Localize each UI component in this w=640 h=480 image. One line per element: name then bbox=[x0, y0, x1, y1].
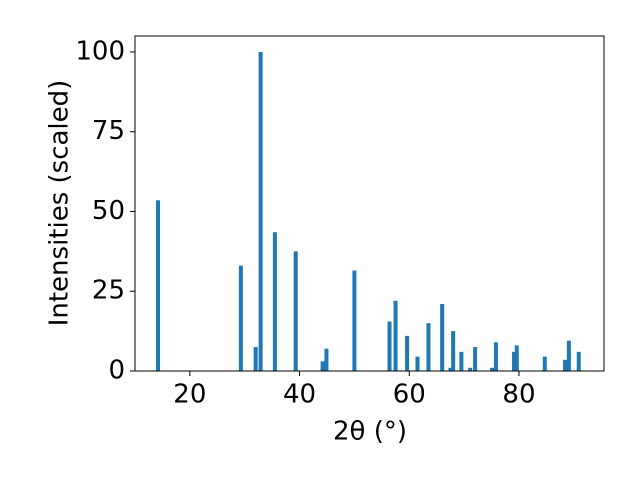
bar bbox=[324, 348, 329, 371]
bar bbox=[426, 323, 431, 371]
x-tick-label: 80 bbox=[502, 380, 535, 410]
bar bbox=[490, 367, 495, 371]
bar bbox=[238, 265, 243, 371]
x-tick-label: 20 bbox=[173, 380, 206, 410]
bar bbox=[415, 356, 420, 371]
bar bbox=[468, 367, 473, 371]
bar bbox=[393, 300, 398, 371]
bar bbox=[512, 351, 517, 371]
bar bbox=[459, 351, 464, 371]
bar bbox=[542, 356, 547, 371]
y-tick-label: 0 bbox=[108, 356, 125, 386]
x-axis-label: 2θ (°) bbox=[333, 417, 407, 447]
bar bbox=[493, 342, 498, 371]
bar bbox=[387, 321, 392, 371]
bar bbox=[473, 347, 478, 371]
bar bbox=[272, 232, 277, 371]
y-axis-label: Intensities (scaled) bbox=[45, 80, 75, 327]
bar bbox=[293, 251, 298, 371]
bar bbox=[352, 270, 357, 371]
x-tick-label: 40 bbox=[283, 380, 316, 410]
bar bbox=[258, 51, 263, 371]
bar bbox=[440, 304, 445, 371]
bar bbox=[451, 331, 456, 371]
plot-frame bbox=[134, 35, 605, 372]
bar bbox=[514, 345, 519, 371]
bar bbox=[563, 359, 568, 371]
bar bbox=[448, 367, 453, 371]
bar bbox=[320, 361, 325, 371]
bar bbox=[405, 335, 410, 371]
x-tick-label: 60 bbox=[393, 380, 426, 410]
bar bbox=[566, 340, 571, 371]
bar bbox=[156, 200, 161, 371]
y-tick-label: 25 bbox=[92, 276, 125, 306]
y-tick-label: 100 bbox=[75, 36, 125, 66]
bar bbox=[576, 351, 581, 371]
bar bbox=[253, 347, 258, 371]
y-tick-label: 50 bbox=[92, 196, 125, 226]
y-tick-label: 75 bbox=[92, 116, 125, 146]
